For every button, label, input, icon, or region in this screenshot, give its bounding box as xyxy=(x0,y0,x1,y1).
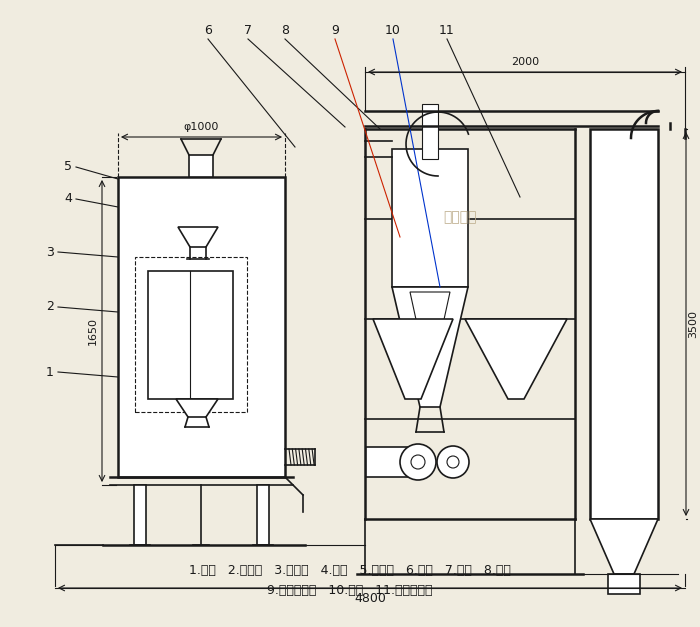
Text: 9: 9 xyxy=(331,23,339,36)
Polygon shape xyxy=(178,227,218,247)
Text: 1: 1 xyxy=(46,366,54,379)
Text: 2000: 2000 xyxy=(511,57,539,67)
Text: 4: 4 xyxy=(64,192,72,206)
Polygon shape xyxy=(410,292,450,347)
Text: 5: 5 xyxy=(64,161,72,174)
Circle shape xyxy=(447,456,459,468)
Bar xyxy=(134,485,146,545)
Text: 3: 3 xyxy=(46,246,54,258)
Text: 7: 7 xyxy=(244,23,252,36)
Bar xyxy=(422,104,438,159)
Text: φ1000: φ1000 xyxy=(184,122,219,132)
Polygon shape xyxy=(373,319,453,399)
Text: 2: 2 xyxy=(46,300,54,314)
Bar xyxy=(366,447,410,477)
Bar xyxy=(590,129,658,519)
Text: 4800: 4800 xyxy=(354,591,386,604)
Text: 1650: 1650 xyxy=(88,317,98,345)
Bar xyxy=(392,149,468,287)
Polygon shape xyxy=(590,519,658,574)
Text: 宝汉机械: 宝汉机械 xyxy=(443,210,477,224)
Text: 9.旋风分离器   10.支架   11.布袋除尘器: 9.旋风分离器 10.支架 11.布袋除尘器 xyxy=(267,584,433,598)
Circle shape xyxy=(411,455,425,469)
Text: 3500: 3500 xyxy=(688,310,698,338)
Bar xyxy=(118,177,285,477)
Text: 6: 6 xyxy=(204,23,212,36)
Polygon shape xyxy=(176,399,218,417)
Bar xyxy=(608,574,640,594)
Polygon shape xyxy=(465,319,567,399)
Circle shape xyxy=(400,444,436,480)
Text: 1.底座   2.回风道   3.激振器   4.筛网   5.进料斗   6.风机   7.络龙   8.料仓: 1.底座 2.回风道 3.激振器 4.筛网 5.进料斗 6.风机 7.络龙 8.… xyxy=(189,564,511,576)
Bar xyxy=(135,257,247,412)
Bar xyxy=(189,155,213,177)
Bar xyxy=(257,485,269,545)
Text: 10: 10 xyxy=(385,23,401,36)
Bar xyxy=(148,271,233,399)
Circle shape xyxy=(437,446,469,478)
Polygon shape xyxy=(392,287,468,407)
Text: 8: 8 xyxy=(281,23,289,36)
Text: 11: 11 xyxy=(439,23,455,36)
